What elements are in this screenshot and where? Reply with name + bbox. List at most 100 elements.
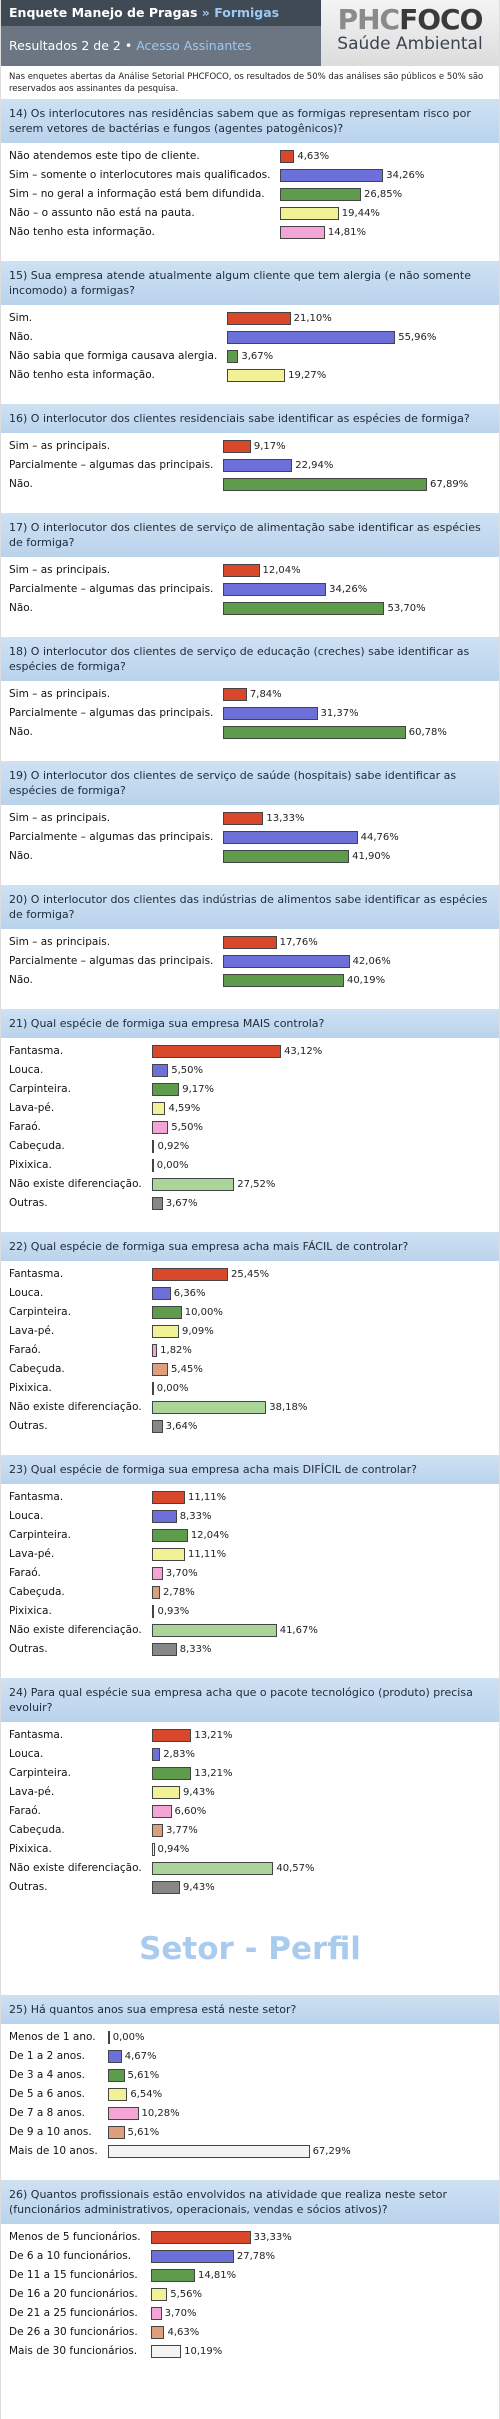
answer-cell: 5,56% (150, 2287, 499, 2302)
bar (107, 2031, 110, 2044)
question: 21) Qual espécie de formiga sua empresa … (1, 1009, 499, 1211)
value-label: 9,17% (253, 441, 286, 452)
question: 15) Sua empresa atende atualmente algum … (1, 261, 499, 383)
answer-cell: 4,63% (150, 2325, 499, 2340)
answers: Fantasma. 43,12% Louca. 5,50% Carpinteira. 9,… (1, 1044, 499, 1211)
access-link[interactable]: Acesso Assinantes (136, 38, 252, 53)
value-label: 4,63% (167, 2327, 200, 2338)
answer-cell: 17,76% (223, 935, 499, 950)
answer-label: Pixixica. (9, 1159, 52, 1171)
answer-label: Cabeçuda. (9, 1363, 65, 1375)
value-label: 10,28% (141, 2108, 180, 2119)
answers: Sim – as principais. 13,33% Parcialmente –… (1, 811, 499, 864)
answer-cell: 11,11% (151, 1490, 499, 1505)
header-title-row: Enquete Manejo de Pragas » Formigas (1, 0, 321, 26)
answer-cell: 10,19% (150, 2344, 499, 2359)
bar (150, 2345, 182, 2358)
answer-cell: 3,64% (151, 1419, 499, 1434)
answer-label: Não. (9, 478, 33, 490)
answer-cell: 0,00% (151, 1158, 499, 1173)
value-label: 67,89% (430, 479, 469, 490)
value-label: 53,70% (387, 603, 426, 614)
bar (150, 2269, 195, 2282)
answer-label: Não existe diferenciação. (9, 1178, 142, 1190)
bar (223, 974, 344, 987)
bullet: • (124, 38, 133, 53)
value-label: 9,09% (181, 1326, 214, 1337)
answer-label: Carpinteira. (9, 1306, 71, 1318)
answer-cell: 55,96% (227, 330, 499, 345)
topic-link[interactable]: Formigas (214, 5, 280, 20)
answer-label: Sim – as principais. (9, 688, 111, 700)
answer-label: Não. (9, 850, 33, 862)
answer-label: Lava-pé. (9, 1786, 55, 1798)
answer-label: Menos de 5 funcionários. (9, 2231, 141, 2243)
question: 17) O interlocutor dos clientes de servi… (1, 513, 499, 616)
value-label: 6,54% (130, 2089, 163, 2100)
answer-label: De 16 a 20 funcionários. (9, 2288, 138, 2300)
value-label: 3,77% (166, 1825, 198, 1836)
bar (151, 1045, 282, 1058)
answer-label: Sim – no geral a informação está bem dif… (9, 188, 265, 200)
header: Enquete Manejo de Pragas » Formigas Resu… (1, 0, 499, 66)
bar (151, 1491, 186, 1504)
question: 22) Qual espécie de formiga sua empresa … (1, 1232, 499, 1434)
answer-label: De 6 a 10 funcionários. (9, 2250, 132, 2262)
bar (151, 1159, 154, 1172)
answer-cell: 14,81% (150, 2268, 499, 2283)
value-label: 13,21% (194, 1730, 233, 1741)
answer-label: Louca. (9, 1748, 44, 1760)
question: 16) O interlocutor dos clientes residenc… (1, 404, 499, 492)
value-label: 27,52% (237, 1179, 276, 1190)
answer-cell: 34,26% (280, 168, 499, 183)
value-label: 0,93% (157, 1606, 190, 1617)
answer-cell: 43,12% (151, 1044, 499, 1059)
answer-cell: 67,29% (107, 2144, 499, 2159)
bar (227, 369, 286, 382)
answer-label: Sim – somente o interlocutores mais qual… (9, 169, 271, 181)
answer-label: Louca. (9, 1287, 44, 1299)
question-title: 24) Para qual espécie sua empresa acha q… (1, 1678, 499, 1722)
bar (151, 1843, 155, 1856)
value-label: 21,10% (293, 313, 332, 324)
bar (227, 350, 239, 363)
bar (151, 1748, 161, 1761)
answer-cell: 9,43% (151, 1880, 499, 1895)
question: 18) O interlocutor dos clientes de servi… (1, 637, 499, 740)
bar (227, 331, 396, 344)
answer-cell: 3,70% (150, 2306, 499, 2321)
answer-label: Sim. (9, 312, 33, 324)
value-label: 40,57% (276, 1863, 315, 1874)
value-label: 4,59% (168, 1103, 201, 1114)
answer-cell: 12,04% (223, 563, 499, 578)
value-label: 5,50% (171, 1065, 203, 1076)
bar (223, 583, 327, 596)
bar (107, 2069, 125, 2082)
answers: Menos de 1 ano. 0,00% De 1 a 2 anos. 4,67% D… (1, 2030, 499, 2159)
bar (151, 1401, 267, 1414)
answer-label: Fantasma. (9, 1491, 64, 1503)
value-label: 5,50% (171, 1122, 203, 1133)
value-label: 5,61% (127, 2127, 160, 2138)
answer-cell: 3,67% (151, 1196, 499, 1211)
value-label: 10,19% (184, 2346, 223, 2357)
answer-label: De 26 a 30 funcionários. (9, 2326, 138, 2338)
answer-label: Não existe diferenciação. (9, 1862, 142, 1874)
answer-label: Não. (9, 974, 33, 986)
header-results-row: Resultados 2 de 2 • Acesso Assinantes (1, 26, 321, 66)
bar (280, 150, 295, 163)
bar (227, 312, 291, 325)
answer-label: Não existe diferenciação. (9, 1401, 142, 1413)
answer-cell: 0,00% (107, 2030, 499, 2045)
value-label: 0,00% (156, 1383, 189, 1394)
answer-label: Não. (9, 331, 33, 343)
answers: Menos de 5 funcionários. 33,33% De 6 a 10 … (1, 2230, 499, 2359)
answer-label: Não atendemos este tipo de cliente. (9, 150, 200, 162)
question-title: 23) Qual espécie de formiga sua empresa … (1, 1455, 499, 1484)
header-title: Enquete Manejo de Pragas (9, 5, 198, 20)
value-label: 41,90% (352, 851, 391, 862)
answer-cell: 25,45% (151, 1267, 499, 1282)
value-label: 60,78% (408, 727, 447, 738)
answer-cell: 0,00% (151, 1381, 499, 1396)
answer-cell: 5,45% (151, 1362, 499, 1377)
